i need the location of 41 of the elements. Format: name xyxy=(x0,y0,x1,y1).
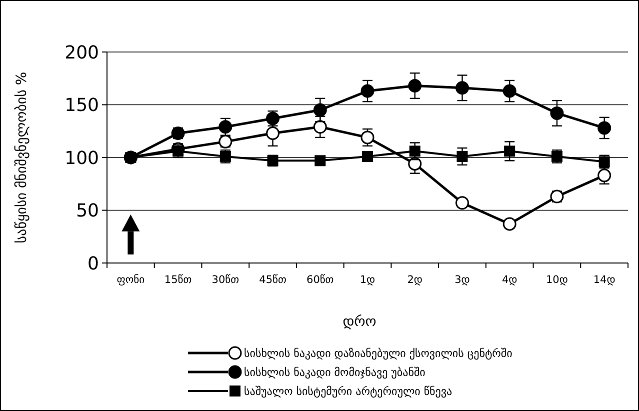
y-tick-label: 100 xyxy=(64,148,99,169)
y-tick-label: 0 xyxy=(88,253,99,274)
point xyxy=(314,155,326,166)
y-tick-label: 50 xyxy=(76,200,99,222)
point xyxy=(504,146,516,157)
point xyxy=(502,84,516,98)
point xyxy=(172,146,184,157)
point xyxy=(455,81,469,95)
x-tick-label: 3დ xyxy=(454,274,470,286)
x-tick-label: 10დ xyxy=(546,274,568,286)
point xyxy=(313,120,327,134)
legend-label: სისხლის ნაკადი დაზიანებული ქსოვილის ცენტრში xyxy=(244,346,513,360)
point xyxy=(598,121,612,135)
x-tick-label: 15წთ xyxy=(164,274,192,286)
point xyxy=(409,146,420,157)
legend-label: სისხლის ნაკადი მომიჯნავე უბანში xyxy=(244,366,426,379)
y-tick-label: 200 xyxy=(64,42,99,64)
x-tick-label: 45წთ xyxy=(259,274,286,286)
y-tick-label: 150 xyxy=(64,95,99,116)
x-tick-label: 30წთ xyxy=(212,274,240,286)
x-axis-title: დრო xyxy=(342,314,376,330)
x-tick-label: 2დ xyxy=(407,274,423,286)
point xyxy=(362,150,373,162)
point xyxy=(360,130,374,144)
point xyxy=(408,79,422,93)
y-axis-title: საწყისი მნიშვნელობის % xyxy=(14,72,30,244)
point xyxy=(502,217,516,231)
x-tick-label: 4დ xyxy=(502,274,518,286)
point xyxy=(313,103,327,117)
point xyxy=(360,84,374,98)
point xyxy=(408,157,422,171)
x-tick-label: 14დ xyxy=(593,274,616,286)
point xyxy=(456,150,468,162)
point xyxy=(455,196,469,210)
x-tick-label: 60წთ xyxy=(306,274,334,286)
x-tick-label: 1დ xyxy=(360,274,376,286)
point xyxy=(266,126,280,140)
x-tick-label: ფონი xyxy=(116,274,145,286)
legend-label: საშუალო სისტემური არტერიული წნევა xyxy=(244,384,453,398)
point xyxy=(218,120,232,134)
point xyxy=(550,106,564,120)
